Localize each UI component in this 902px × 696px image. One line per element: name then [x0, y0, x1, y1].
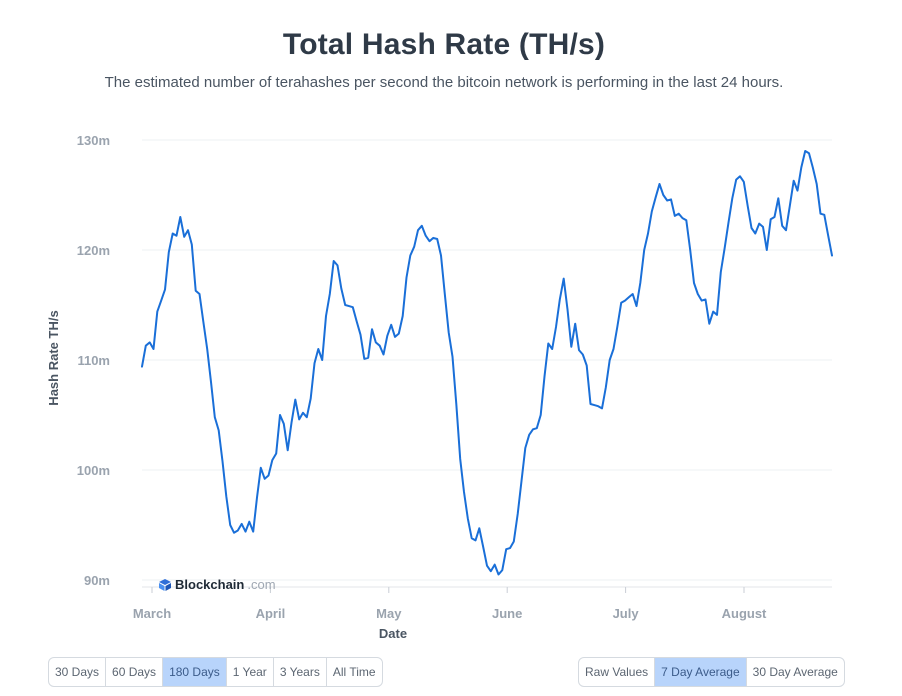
- hash-rate-chart: 90m 100m 110m 120m 130m March April May June July…: [46, 133, 833, 641]
- watermark-suffix: .com: [247, 577, 276, 592]
- timespan-selector: 30 Days 60 Days 180 Days 1 Year 3 Years …: [48, 657, 383, 687]
- blockchain-logo-icon: [159, 578, 171, 591]
- y-tick-label: 90m: [84, 573, 110, 588]
- chart-title: Total Hash Rate (TH/s): [282, 28, 606, 61]
- y-tick-label: 120m: [77, 243, 110, 258]
- x-tick-label: March: [133, 606, 171, 621]
- y-tick-label: 130m: [77, 133, 110, 148]
- timespan-all-time-button[interactable]: All Time: [332, 665, 376, 679]
- hash-rate-series-line: [141, 150, 833, 576]
- x-tick-label: June: [492, 606, 522, 621]
- x-tick-label: August: [722, 606, 767, 621]
- y-axis-title: Hash Rate TH/s: [46, 310, 61, 405]
- timespan-3-years-button[interactable]: 3 Years: [274, 658, 327, 686]
- x-tick-label: April: [256, 606, 286, 621]
- timespan-60-days-button[interactable]: 60 Days: [106, 658, 164, 686]
- thirty-day-average-button[interactable]: 30 Day Average: [752, 665, 838, 679]
- x-tick-label: July: [613, 606, 640, 621]
- average-selector: Raw Values 7 Day Average 30 Day Average: [578, 657, 845, 687]
- y-tick-label: 110m: [77, 353, 110, 368]
- timespan-30-days-button[interactable]: 30 Days: [49, 658, 107, 686]
- watermark-brand: Blockchain: [175, 577, 245, 592]
- timespan-180-days-button[interactable]: 180 Days: [163, 658, 227, 686]
- y-tick-label: 100m: [77, 463, 110, 478]
- chart-subtitle: The estimated number of terahashes per s…: [104, 74, 784, 91]
- x-tick-label: May: [376, 606, 402, 621]
- raw-values-button[interactable]: Raw Values: [579, 658, 656, 686]
- x-axis-title: Date: [379, 626, 407, 641]
- timespan-1-year-button[interactable]: 1 Year: [227, 658, 274, 686]
- blockchain-watermark: Blockchain .com: [158, 577, 276, 592]
- seven-day-average-button[interactable]: 7 Day Average: [655, 658, 747, 686]
